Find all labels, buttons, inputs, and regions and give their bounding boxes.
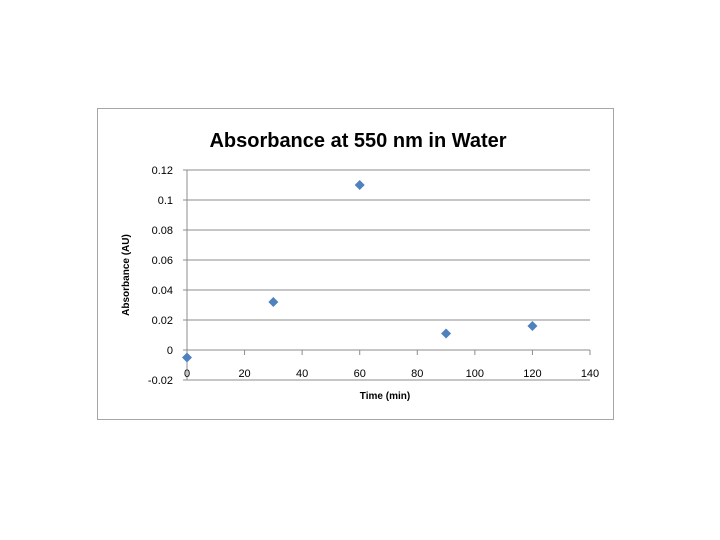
y-tick-label: 0.1 <box>158 195 173 207</box>
y-tick-label: 0.08 <box>152 225 173 237</box>
x-tick-label: 20 <box>238 368 250 380</box>
chart-title: Absorbance at 550 nm in Water <box>209 130 506 152</box>
x-tick-label: 40 <box>296 368 308 380</box>
x-tick-label: 80 <box>411 368 423 380</box>
data-point <box>354 180 365 190</box>
y-tick-label: 0.06 <box>152 255 173 267</box>
chart-frame <box>97 108 614 420</box>
data-point <box>268 297 279 307</box>
y-axis-label: Absorbance (AU) <box>121 234 132 316</box>
y-tick-label: -0.02 <box>148 375 173 387</box>
data-point <box>182 352 192 363</box>
data-point <box>441 328 452 339</box>
data-point <box>527 321 538 331</box>
x-tick-label: 120 <box>523 368 541 380</box>
x-tick-label: 140 <box>581 368 599 380</box>
x-tick-label: 60 <box>354 368 366 380</box>
y-tick-label: 0.02 <box>152 315 173 327</box>
y-tick-label: 0.04 <box>152 285 173 297</box>
y-tick-label: 0.12 <box>152 165 173 177</box>
x-axis-label: Time (min) <box>360 391 410 402</box>
y-tick-label: 0 <box>167 345 173 357</box>
x-tick-label: 100 <box>466 368 484 380</box>
x-tick-label: 0 <box>184 368 190 380</box>
